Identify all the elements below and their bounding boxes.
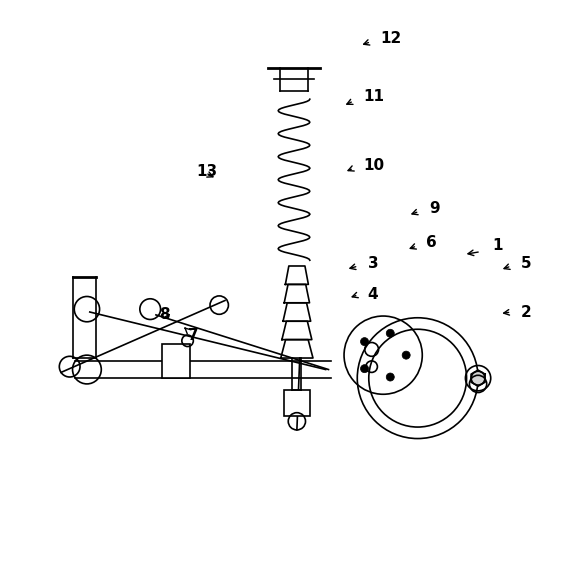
Text: 4: 4 [368, 287, 378, 302]
Text: 7: 7 [188, 328, 198, 343]
Text: 13: 13 [196, 164, 218, 179]
Circle shape [471, 371, 485, 385]
Text: 10: 10 [363, 158, 384, 173]
Text: 8: 8 [159, 307, 169, 323]
Circle shape [386, 373, 395, 381]
Text: 1: 1 [493, 238, 503, 253]
Text: 5: 5 [521, 255, 532, 271]
Text: 6: 6 [426, 235, 437, 250]
Circle shape [402, 351, 410, 359]
Text: 9: 9 [429, 201, 440, 216]
Text: 12: 12 [380, 31, 402, 46]
Text: 11: 11 [363, 89, 384, 104]
Circle shape [360, 338, 369, 346]
Circle shape [386, 329, 395, 338]
Text: 2: 2 [521, 305, 532, 320]
Text: 3: 3 [368, 255, 378, 271]
Circle shape [360, 365, 369, 373]
FancyBboxPatch shape [162, 344, 191, 378]
Bar [284, 390, 309, 416]
